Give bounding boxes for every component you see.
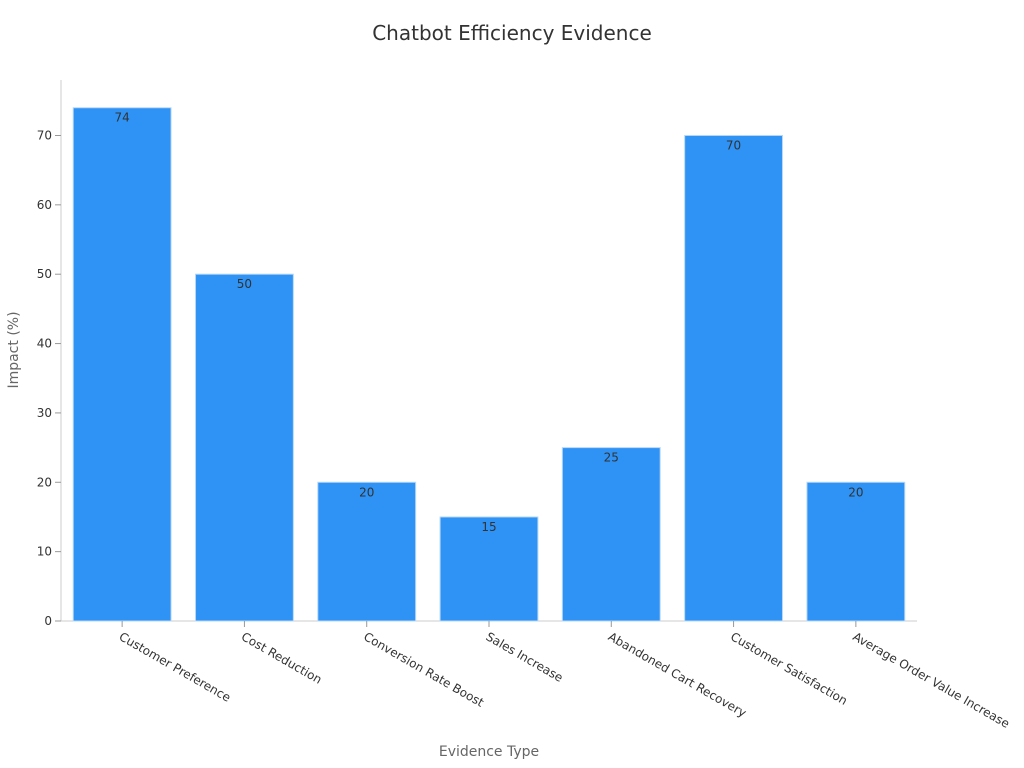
data-label: 20 — [359, 485, 374, 499]
data-label: 50 — [237, 277, 252, 291]
data-label: 74 — [115, 111, 130, 125]
x-tick-label: Cost Reduction — [239, 629, 324, 686]
y-tick-label: 20 — [37, 475, 52, 489]
data-label: 25 — [604, 451, 619, 465]
data-label: 15 — [481, 520, 496, 534]
plot-area: 0 10 20 30 40 50 60 70 74 Customer Preference 50 Co… — [37, 80, 1012, 731]
y-tick-label: 70 — [37, 128, 52, 142]
data-label: 70 — [726, 138, 741, 152]
bar — [195, 273, 294, 622]
y-tick-label: 40 — [37, 337, 52, 351]
y-tick-label: 0 — [44, 614, 52, 628]
x-tick-label: Customer Preference — [117, 629, 233, 704]
data-label: 20 — [848, 485, 863, 499]
bar — [72, 107, 172, 622]
bar — [561, 447, 661, 622]
bar — [439, 516, 539, 622]
x-tick-label: Abandoned Cart Recovery — [606, 629, 749, 720]
x-tick-label: Customer Satisfaction — [728, 629, 850, 707]
y-tick-label: 50 — [37, 267, 52, 281]
y-tick-label: 60 — [37, 198, 52, 212]
bar — [684, 134, 783, 622]
x-tick-label: Average Order Value Increase — [850, 629, 1012, 730]
y-tick-label: 30 — [37, 406, 52, 420]
y-tick-label: 10 — [37, 545, 52, 559]
x-tick-label: Conversion Rate Boost — [361, 629, 486, 709]
bar — [806, 481, 906, 622]
bar — [317, 481, 417, 622]
y-axis-title: Impact (%) — [6, 311, 22, 388]
x-tick-label: Sales Increase — [484, 629, 566, 684]
chart-title: Chatbot Efficiency Evidence — [372, 21, 652, 45]
x-axis-title: Evidence Type — [439, 744, 539, 760]
